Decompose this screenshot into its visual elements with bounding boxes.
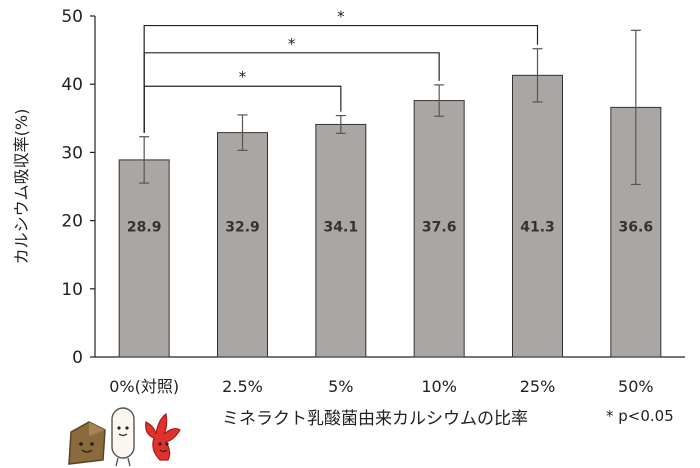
y-tick-label: 0 bbox=[72, 348, 83, 368]
x-tick-label: 0%(対照) bbox=[109, 377, 179, 396]
x-tick-label: 2.5% bbox=[222, 377, 263, 396]
error-bars bbox=[139, 29, 641, 186]
data-label: 41.3 bbox=[520, 220, 555, 236]
labels: 28.9 0%(対照) 32.9 2.5% 34.1 5% 37.6 10% 41.3 25% 36… bbox=[109, 220, 653, 396]
data-label: 28.9 bbox=[127, 220, 162, 236]
x-tick-label: 10% bbox=[421, 377, 457, 396]
rice-grain-mascot-icon bbox=[111, 407, 135, 467]
y-tick-label: 20 bbox=[61, 212, 83, 232]
y-tick-label: 50 bbox=[61, 7, 83, 27]
x-axis-title: ミネラクト乳酸菌由来カルシウムの比率 bbox=[222, 409, 528, 429]
significance-bracket bbox=[143, 24, 539, 133]
data-label: 34.1 bbox=[324, 220, 359, 236]
axes: 0 10 20 30 40 50 カルシウム吸収率(%) bbox=[12, 7, 685, 368]
y-tick-label: 40 bbox=[61, 75, 83, 95]
bar bbox=[118, 159, 170, 358]
bars bbox=[118, 74, 662, 358]
data-label: 37.6 bbox=[422, 220, 457, 236]
significance-star: * bbox=[337, 8, 345, 26]
seaweed-mascot-icon bbox=[145, 412, 181, 461]
data-label: 32.9 bbox=[225, 220, 260, 236]
y-axis-title: カルシウム吸収率(%) bbox=[12, 109, 31, 265]
data-label: 36.6 bbox=[619, 220, 654, 236]
significance-star: * bbox=[288, 35, 296, 53]
x-tick-label: 25% bbox=[520, 377, 556, 396]
significance-star: * bbox=[239, 68, 247, 86]
bread-mascot-icon bbox=[68, 421, 106, 465]
bar bbox=[512, 74, 563, 358]
bar bbox=[217, 132, 268, 358]
significance-brackets: * * * bbox=[143, 8, 539, 133]
x-tick-label: 50% bbox=[618, 377, 654, 396]
significance-footnote: * p<0.05 bbox=[606, 407, 674, 425]
y-tick-label: 30 bbox=[61, 143, 83, 163]
significance-bracket bbox=[143, 52, 440, 133]
y-tick-label: 10 bbox=[61, 280, 83, 300]
bar bbox=[315, 123, 367, 358]
x-tick-label: 5% bbox=[328, 377, 353, 396]
bar bbox=[413, 100, 465, 358]
